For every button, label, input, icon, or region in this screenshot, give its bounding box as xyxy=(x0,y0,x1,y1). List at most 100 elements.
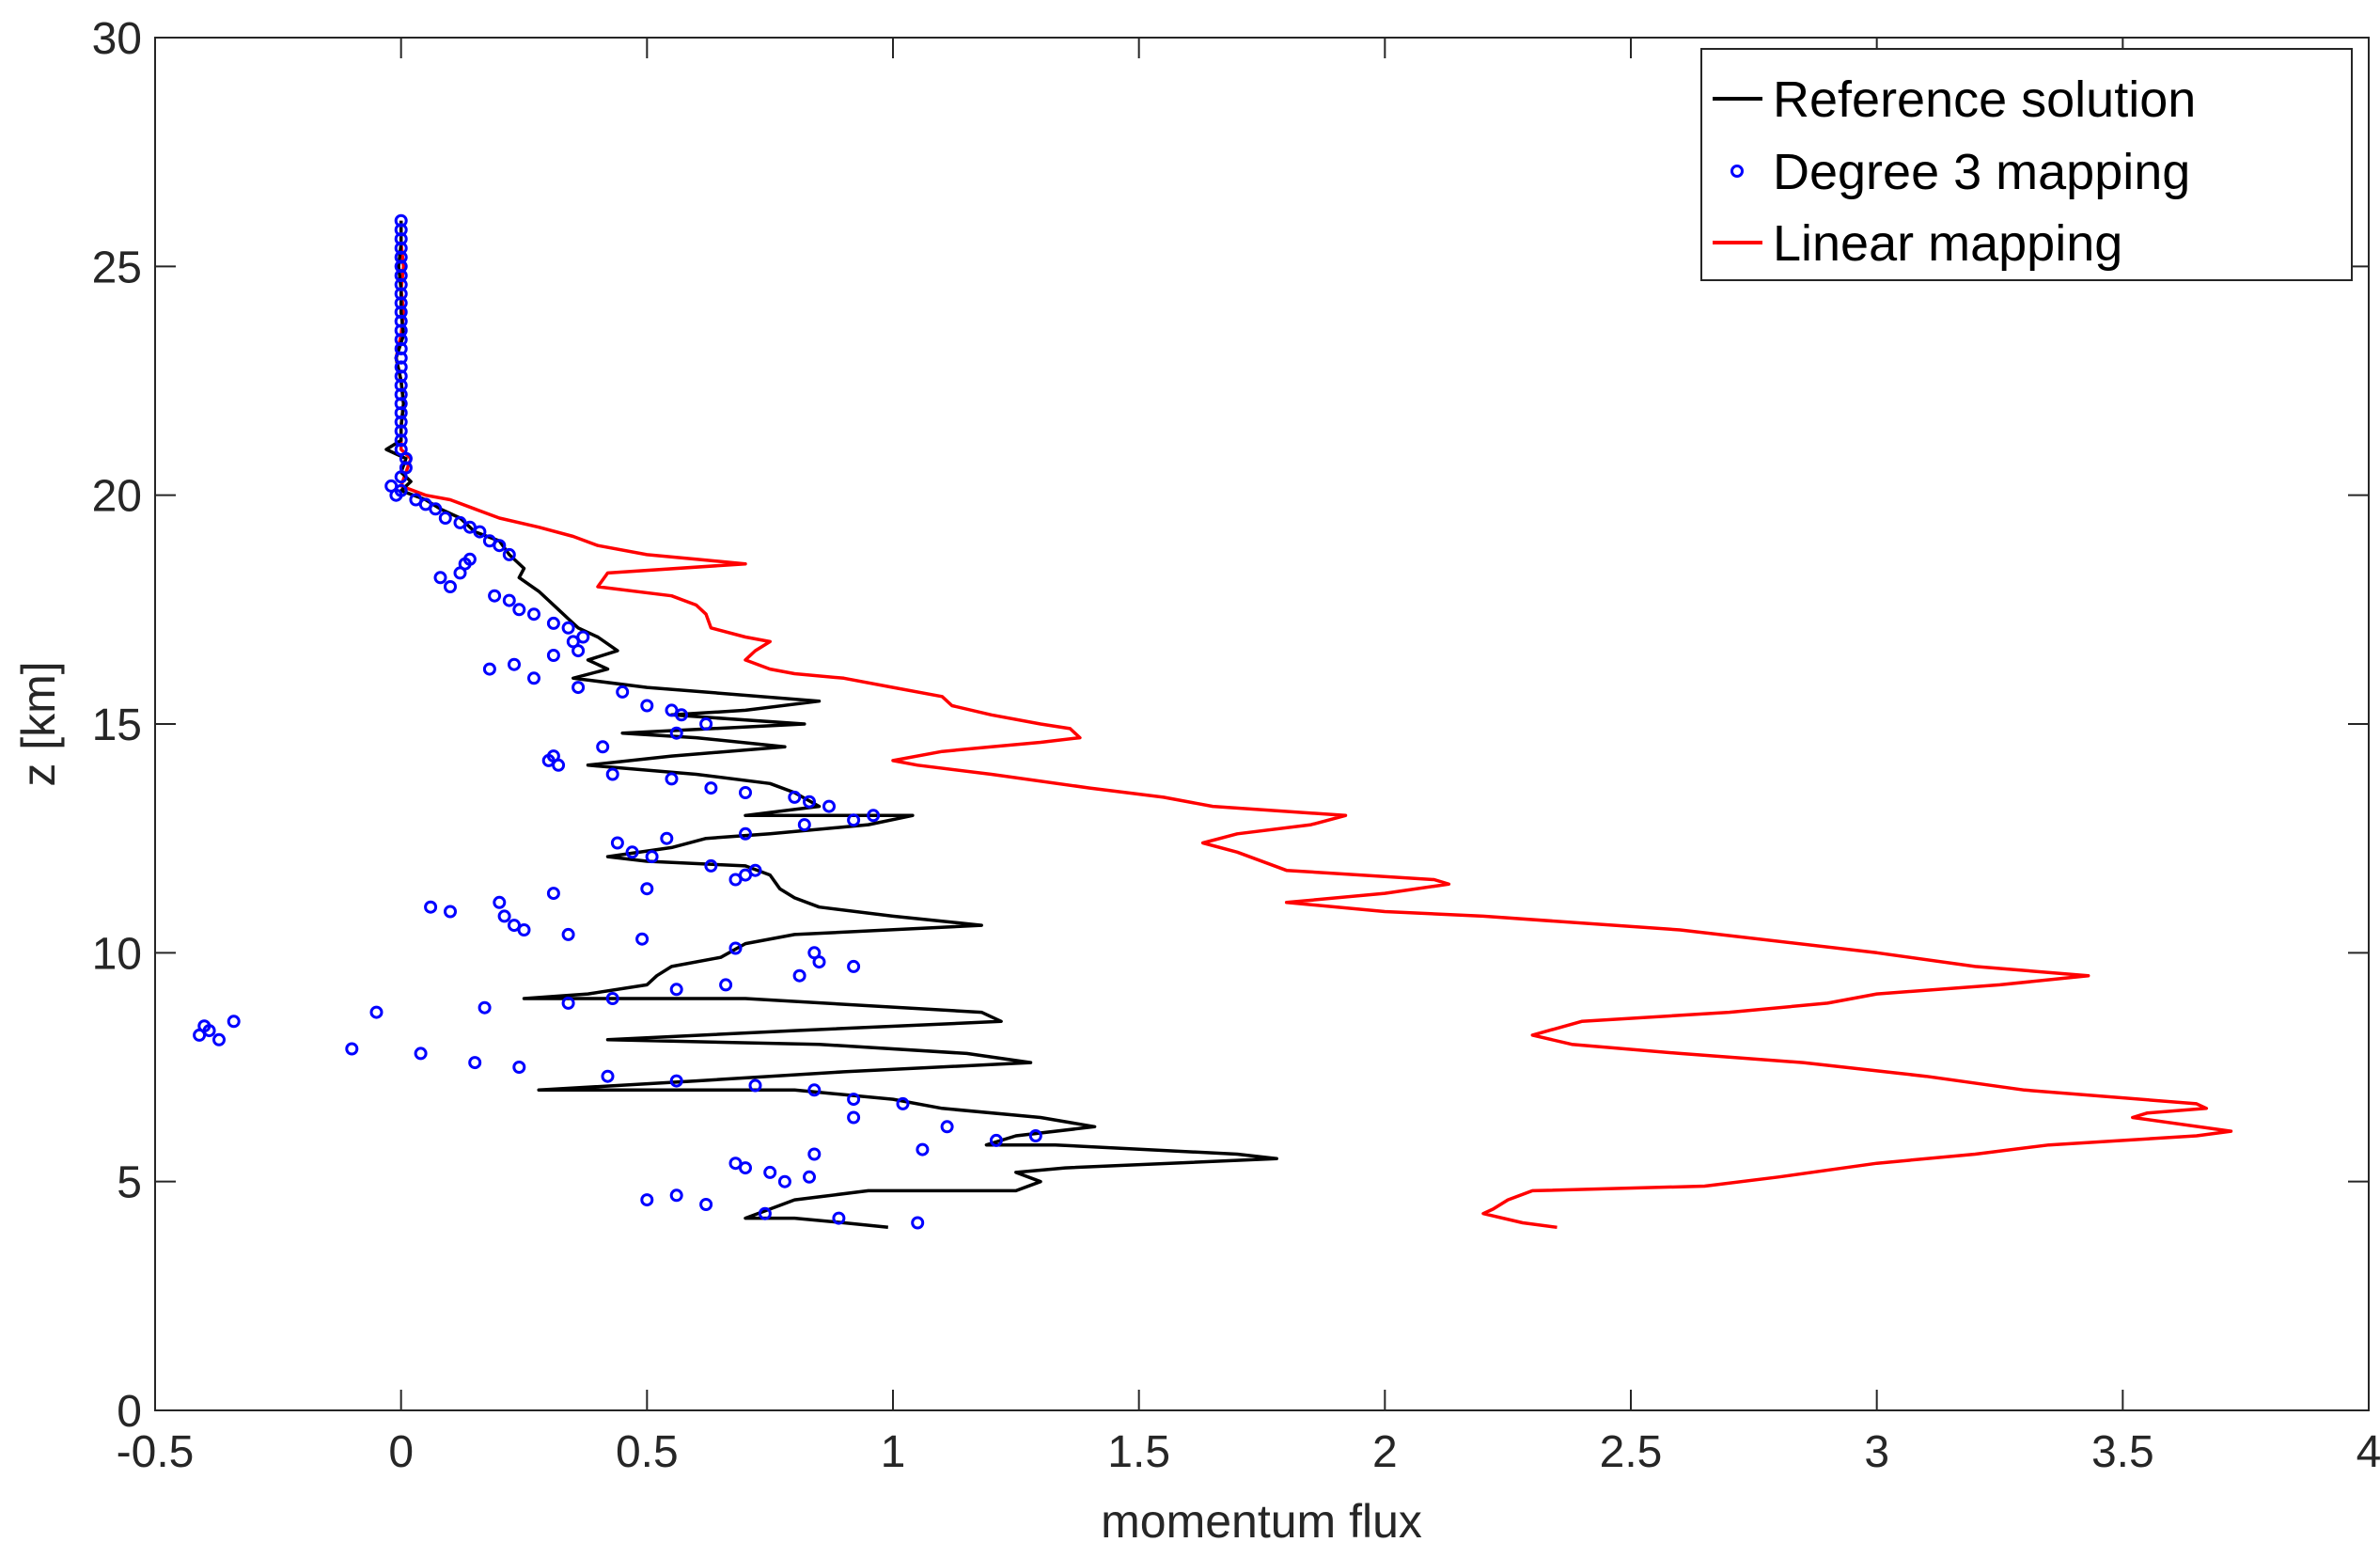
data-point xyxy=(792,968,806,983)
y-tick-label: 5 xyxy=(117,1158,142,1208)
data-point xyxy=(847,1093,861,1107)
data-point xyxy=(699,717,713,731)
data-point xyxy=(635,932,650,946)
data-point xyxy=(788,790,802,804)
data-point xyxy=(468,1056,482,1070)
data-point xyxy=(546,649,560,662)
data-point xyxy=(497,909,511,923)
data-point xyxy=(728,941,743,955)
data-point xyxy=(561,996,575,1010)
data-point xyxy=(807,1147,822,1161)
data-point xyxy=(527,671,540,685)
data-point xyxy=(739,826,752,841)
data-point xyxy=(493,895,507,909)
data-point xyxy=(704,781,718,795)
data-point xyxy=(418,497,432,511)
data-point xyxy=(660,831,674,845)
data-point xyxy=(832,1211,846,1225)
data-point xyxy=(847,813,861,827)
data-point xyxy=(546,616,560,630)
data-point xyxy=(625,845,639,859)
data-point xyxy=(482,662,496,676)
data-point xyxy=(739,1161,752,1175)
y-tick-label: 30 xyxy=(92,14,142,64)
data-point xyxy=(640,882,654,896)
data-point xyxy=(502,593,516,607)
y-tick-label: 15 xyxy=(92,700,142,750)
data-point xyxy=(748,863,762,877)
data-point xyxy=(1028,1129,1042,1142)
data-point xyxy=(473,525,487,539)
data-point xyxy=(739,786,752,799)
data-point xyxy=(822,799,836,813)
data-point xyxy=(719,978,733,992)
data-point xyxy=(640,699,654,713)
data-point xyxy=(596,740,610,754)
data-point xyxy=(807,1083,822,1097)
legend-swatch-degree-3-mapping xyxy=(1730,165,1744,178)
data-point xyxy=(601,1069,615,1083)
data-point xyxy=(493,539,507,553)
data-point xyxy=(728,1157,743,1171)
data-point xyxy=(739,868,752,882)
data-point xyxy=(502,547,516,561)
data-point xyxy=(488,589,502,603)
x-tick-label: 1.5 xyxy=(1107,1427,1170,1477)
data-point xyxy=(669,1188,683,1203)
data-point xyxy=(345,1042,359,1056)
data-point xyxy=(414,1047,428,1061)
legend-label-linear-mapping: Linear mapping xyxy=(1773,215,2122,272)
series-line-linear-mapping xyxy=(394,220,2233,1230)
series-layer xyxy=(193,213,2233,1230)
x-tick-label: 2 xyxy=(1372,1427,1398,1477)
data-point xyxy=(576,630,590,644)
data-point xyxy=(429,502,443,516)
data-point xyxy=(911,1216,925,1230)
data-point xyxy=(940,1120,954,1134)
data-point xyxy=(896,1096,910,1110)
legend-label-degree-3-mapping: Degree 3 mapping xyxy=(1773,144,2190,200)
data-point xyxy=(478,1000,492,1015)
data-point xyxy=(605,992,619,1005)
data-point xyxy=(512,603,526,617)
x-tick-label: 0 xyxy=(388,1427,414,1477)
x-tick-label: 3.5 xyxy=(2091,1427,2154,1477)
data-point xyxy=(227,1015,241,1029)
data-point xyxy=(389,488,403,502)
data-point xyxy=(847,1110,861,1125)
data-point xyxy=(777,1174,791,1188)
data-point xyxy=(669,726,683,740)
x-tick-label: 3 xyxy=(1864,1427,1889,1477)
data-point xyxy=(508,919,521,933)
data-point xyxy=(444,580,457,593)
data-point xyxy=(610,836,624,850)
data-point xyxy=(552,758,566,772)
data-point xyxy=(527,607,540,622)
data-point xyxy=(517,923,531,936)
x-tick-label: 1 xyxy=(881,1427,906,1477)
legend: Reference solution Degree 3 mapping Line… xyxy=(1700,48,2353,281)
data-point xyxy=(438,511,452,525)
data-point xyxy=(669,983,683,997)
data-point xyxy=(572,681,586,695)
x-tick-label: -0.5 xyxy=(117,1427,195,1477)
data-point xyxy=(803,795,816,809)
data-point xyxy=(462,552,477,566)
data-point xyxy=(989,1133,1003,1147)
data-point xyxy=(728,873,743,887)
data-point xyxy=(462,520,477,534)
data-point xyxy=(212,1032,226,1047)
data-point xyxy=(797,818,811,832)
data-point xyxy=(605,767,619,781)
series-markers-degree-3-mapping xyxy=(193,213,1042,1230)
data-point xyxy=(546,887,560,901)
y-tick-label: 20 xyxy=(92,472,142,522)
data-point xyxy=(394,470,408,484)
data-point xyxy=(812,955,826,969)
data-point xyxy=(669,1074,683,1088)
x-tick-label: 0.5 xyxy=(616,1427,679,1477)
data-point xyxy=(424,900,438,914)
data-point xyxy=(561,927,575,941)
